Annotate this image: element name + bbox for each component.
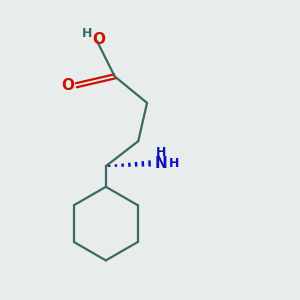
Text: H: H [156,146,166,159]
Text: N: N [155,156,168,171]
Text: O: O [61,78,74,93]
Text: H: H [169,157,179,170]
Text: H: H [82,27,92,40]
Text: O: O [92,32,105,47]
